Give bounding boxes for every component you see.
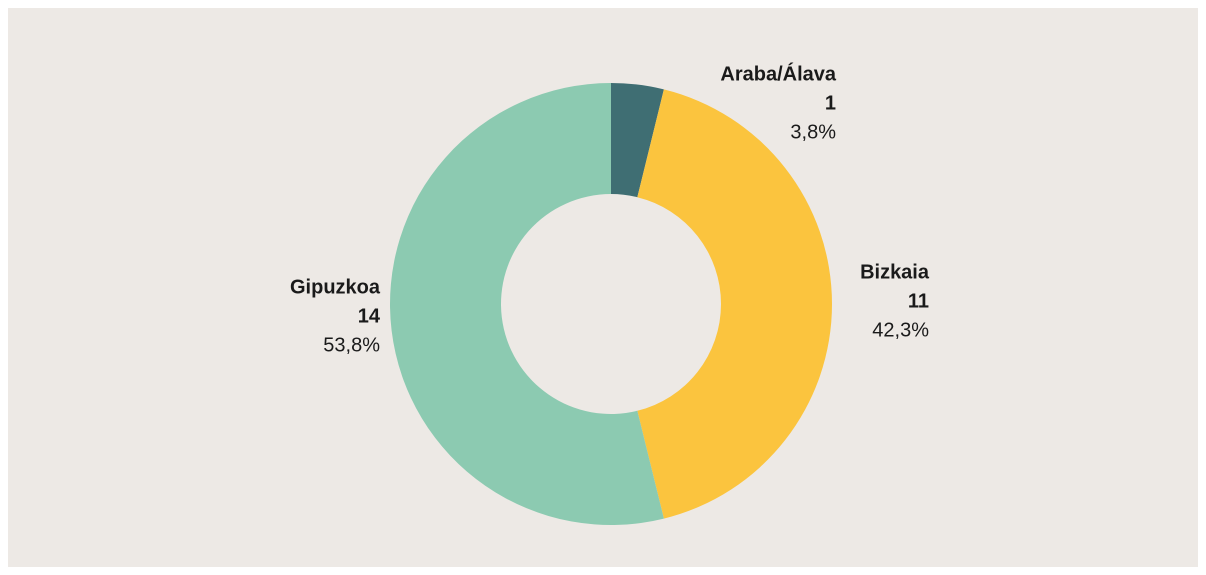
donut-slice <box>637 89 833 519</box>
slice-percentage: 3,8% <box>790 121 836 143</box>
slice-percentage: 53,8% <box>323 334 380 356</box>
donut-slice <box>390 83 664 525</box>
slice-name: Gipuzkoa <box>290 276 381 298</box>
slice-count: 14 <box>358 305 381 327</box>
slice-name: Araba/Álava <box>720 62 836 85</box>
slice-percentage: 42,3% <box>872 319 929 341</box>
donut-slice <box>611 83 664 198</box>
slice-name: Bizkaia <box>860 261 930 283</box>
slice-count: 11 <box>908 290 929 312</box>
slice-count: 1 <box>825 92 836 114</box>
